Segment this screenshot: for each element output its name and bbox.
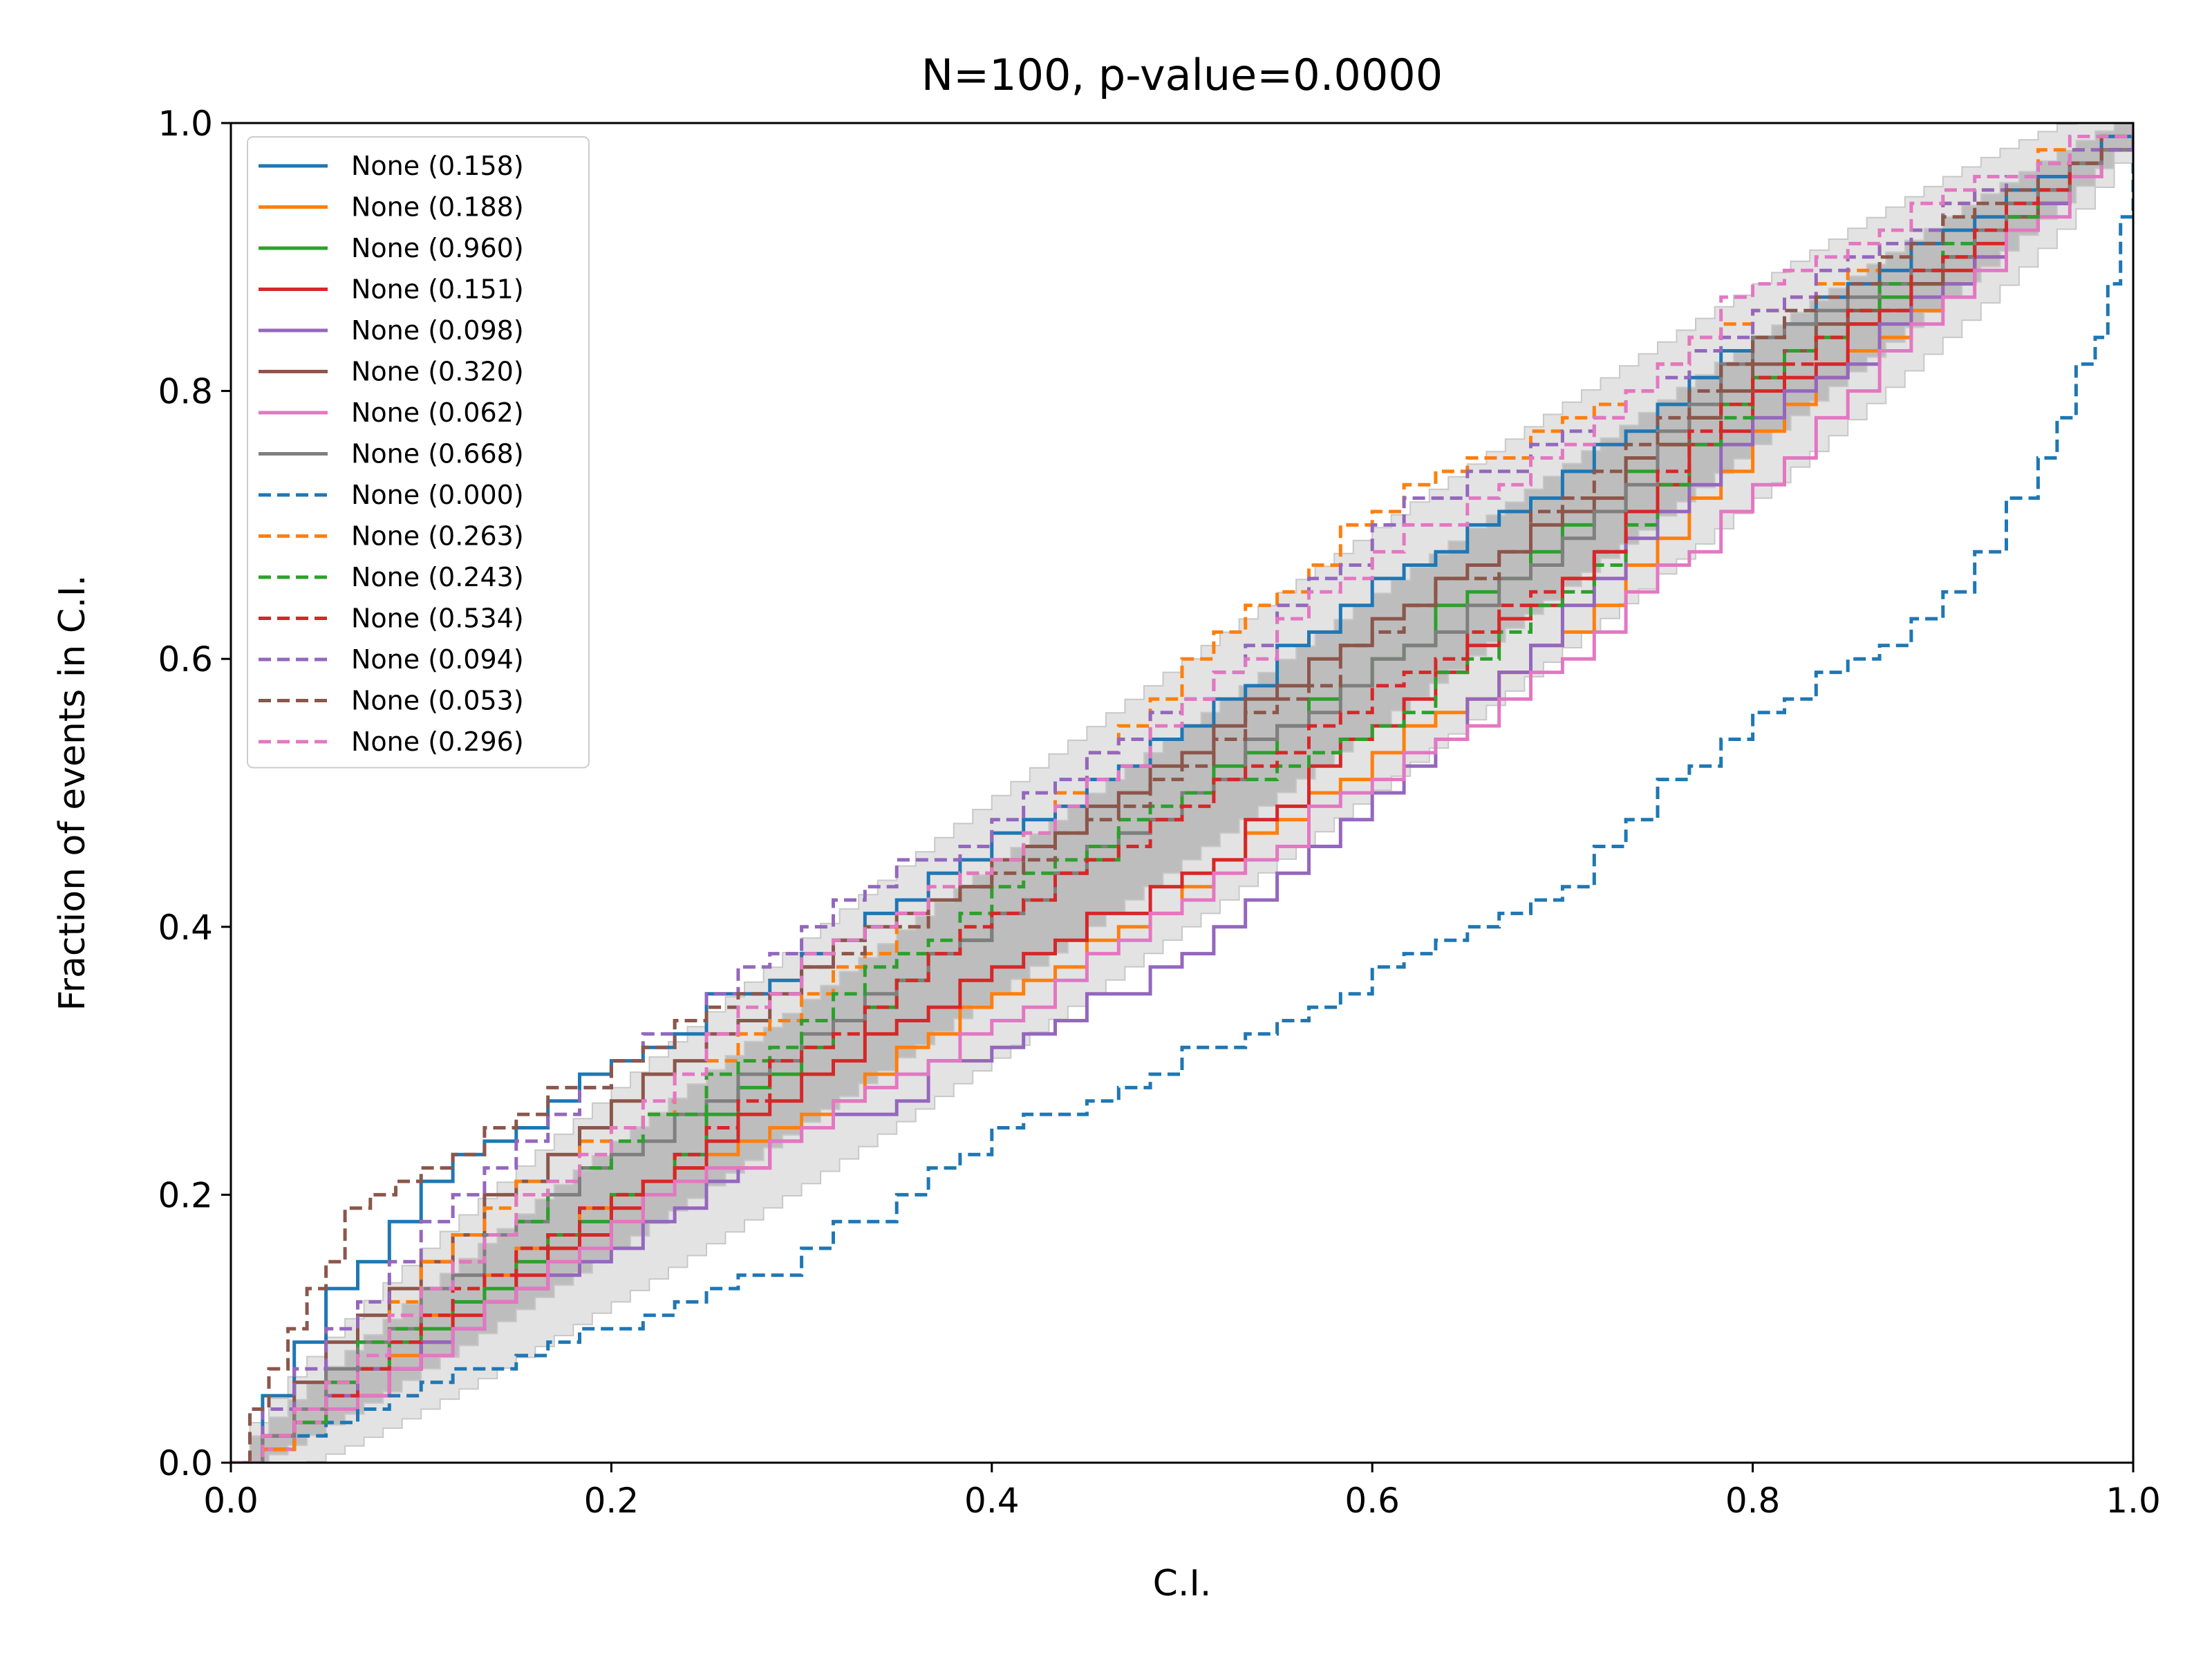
legend-entry: None (0.053) (351, 686, 524, 716)
legend-entry: None (0.320) (351, 357, 524, 387)
series-line-4 (231, 123, 2133, 1463)
legend-entry: None (0.534) (351, 603, 524, 634)
legend-entry: None (0.668) (351, 439, 524, 469)
legend-entry: None (0.151) (351, 274, 524, 305)
x-tick-label: 1.0 (2106, 1481, 2161, 1521)
y-tick-label: 0.4 (158, 908, 213, 948)
y-axis-ticks: 0.0 0.2 0.4 0.6 0.8 1.0 (158, 104, 231, 1483)
y-axis-label: Fraction of events in C.I. (52, 574, 93, 1011)
legend-entry: None (0.263) (351, 521, 524, 552)
y-tick-label: 1.0 (158, 104, 213, 144)
y-tick-label: 0.2 (158, 1175, 213, 1215)
series-line-6 (231, 123, 2133, 1463)
y-tick-label: 0.6 (158, 639, 213, 679)
y-tick-label: 0.0 (158, 1443, 213, 1483)
legend-entry: None (0.188) (351, 192, 524, 223)
x-tick-label: 0.2 (584, 1481, 639, 1521)
legend: None (0.158) None (0.188) None (0.960) None… (247, 136, 590, 769)
series-line-5 (231, 123, 2133, 1463)
legend-entry: None (0.243) (351, 562, 524, 592)
legend-entry: None (0.098) (351, 315, 524, 346)
x-tick-label: 0.8 (1725, 1481, 1781, 1521)
legend-entry: None (0.000) (351, 480, 524, 510)
series-lines (231, 123, 2133, 1463)
series-line-14 (231, 123, 2133, 1463)
series-line-7 (231, 123, 2133, 1463)
x-axis-ticks: 0.0 0.2 0.4 0.6 0.8 1.0 (203, 1463, 2161, 1521)
x-tick-label: 0.6 (1344, 1481, 1400, 1521)
plot-frame (229, 122, 2135, 1464)
y-tick-label: 0.8 (158, 372, 213, 412)
legend-entry: None (0.158) (351, 151, 524, 181)
x-axis-label: C.I. (1153, 1563, 1212, 1604)
legend-entry: None (0.960) (351, 233, 524, 263)
x-tick-label: 0.4 (964, 1481, 1020, 1521)
series-line-15 (231, 123, 2133, 1463)
series-line-12 (231, 123, 2133, 1463)
legend-entry: None (0.296) (351, 727, 524, 757)
x-tick-label: 0.0 (203, 1481, 259, 1521)
series-line-9 (231, 163, 2133, 1463)
chart-title: N=100, p-value=0.0000 (921, 50, 1443, 100)
legend-box (247, 136, 590, 769)
legend-entry: None (0.094) (351, 644, 524, 675)
legend-entry: None (0.062) (351, 397, 524, 428)
